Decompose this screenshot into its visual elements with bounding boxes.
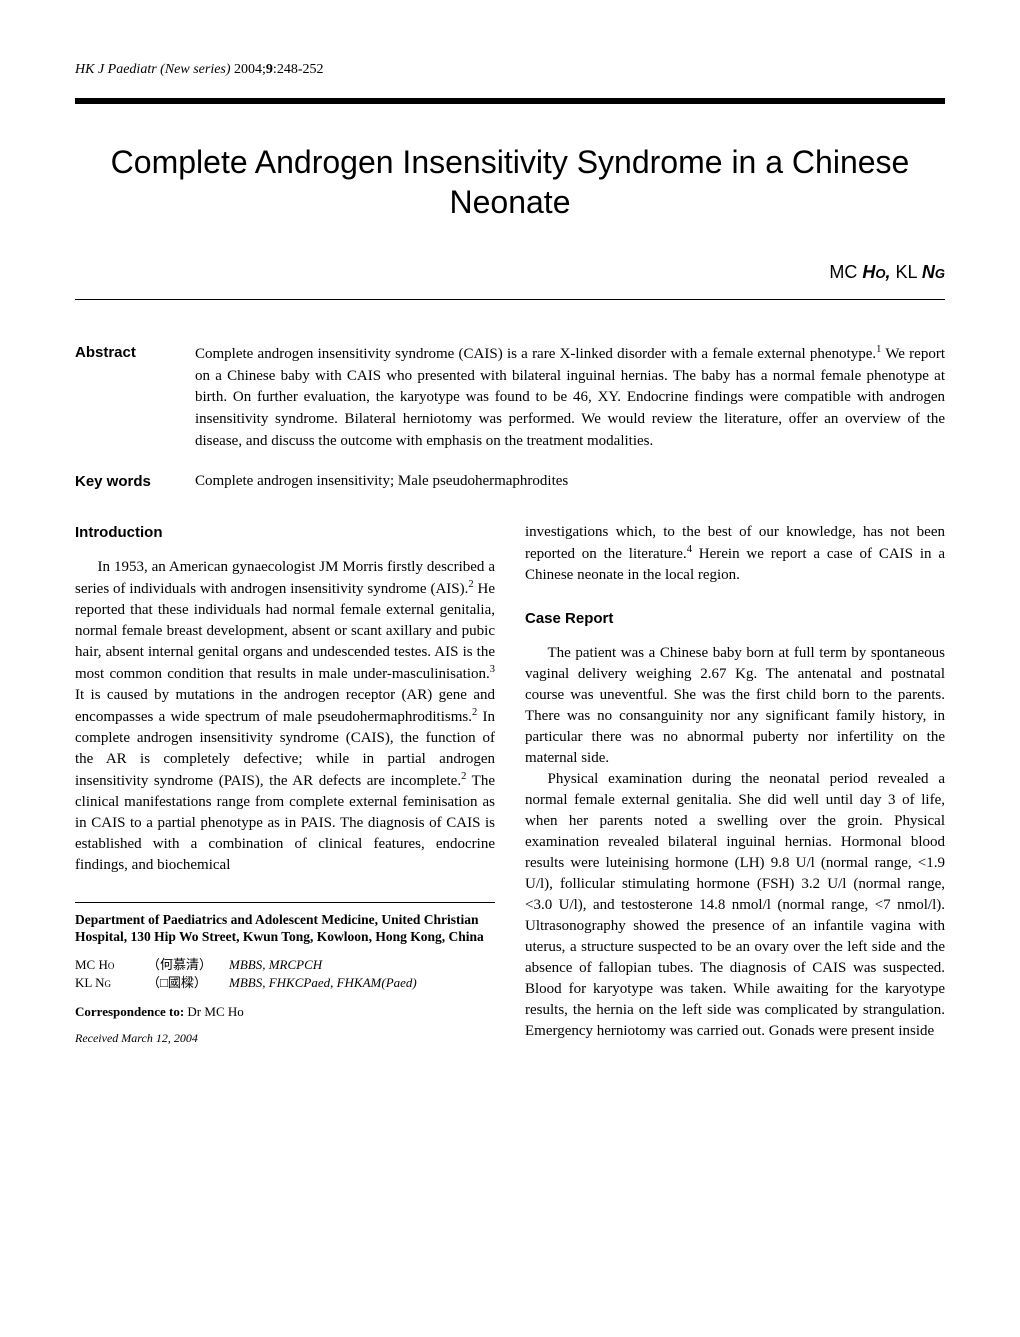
credential-row-1: MC Ho（何慕清）MBBS, MRCPCH: [75, 956, 495, 975]
cred-1-deg: MBBS, MRCPCH: [229, 957, 322, 972]
citation-year: 2004: [234, 62, 262, 77]
credential-row-2: KL Ng（□國樑）MBBS, FHKCPaed, FHKAM(Paed): [75, 974, 495, 993]
cred-1-cjk: （何慕清）: [147, 956, 229, 975]
keywords-section: Key words Complete androgen insensitivit…: [75, 471, 945, 492]
affiliation-text: Department of Paediatrics and Adolescent…: [75, 911, 495, 946]
cred-2-deg: MBBS, FHKCPaed, FHKAM(Paed): [229, 975, 417, 990]
intro-p1a: In 1953, an American gynaecologist JM Mo…: [75, 559, 495, 597]
cred-2-cjk: （□國樑）: [147, 974, 229, 993]
citation-volume: 9: [266, 62, 273, 77]
right-column: investigations which, to the best of our…: [525, 522, 945, 1047]
cred-2-name: KL Ng: [75, 974, 147, 993]
col2-continuation: investigations which, to the best of our…: [525, 522, 945, 586]
abstract-text: Complete androgen insensitivity syndrome…: [195, 342, 945, 453]
abstract-label: Abstract: [75, 342, 195, 453]
author-list: MC Ho, KL Ng: [75, 260, 945, 285]
case-p2: Physical examination during the neonatal…: [525, 769, 945, 1042]
header-rule: [75, 98, 945, 104]
author-credentials: MC Ho（何慕清）MBBS, MRCPCH KL Ng（□國樑）MBBS, F…: [75, 956, 495, 994]
case-report-heading: Case Report: [525, 608, 945, 629]
intro-p1c: It is caused by mutations in the androge…: [75, 687, 495, 725]
correspondence: Correspondence to: Dr MC Ho: [75, 1003, 495, 1021]
article-title: Complete Androgen Insensitivity Syndrome…: [75, 142, 945, 222]
case-p1: The patient was a Chinese baby born at f…: [525, 643, 945, 769]
keywords-text: Complete androgen insensitivity; Male ps…: [195, 471, 568, 492]
abstract-text-1: Complete androgen insensitivity syndrome…: [195, 346, 876, 362]
citation-pages: 248-252: [277, 62, 324, 77]
ref-3: 3: [490, 664, 495, 675]
keywords-label: Key words: [75, 471, 195, 492]
introduction-heading: Introduction: [75, 522, 495, 543]
abstract-section: Abstract Complete androgen insensitivity…: [75, 342, 945, 453]
author-1-initials: MC: [829, 262, 862, 282]
body-columns: Introduction In 1953, an American gynaec…: [75, 522, 945, 1047]
journal-name: HK J Paediatr (New series): [75, 62, 231, 77]
affiliation-rule: [75, 902, 495, 903]
correspondence-to: Dr MC Ho: [187, 1004, 243, 1019]
intro-paragraph: In 1953, an American gynaecologist JM Mo…: [75, 557, 495, 876]
author-rule: [75, 299, 945, 300]
journal-citation: HK J Paediatr (New series) 2004;9:248-25…: [75, 60, 945, 80]
left-column: Introduction In 1953, an American gynaec…: [75, 522, 495, 1047]
author-2-initials: KL: [891, 262, 922, 282]
cred-1-name: MC Ho: [75, 956, 147, 975]
received-date: Received March 12, 2004: [75, 1030, 495, 1047]
author-2-surname: Ng: [922, 262, 945, 282]
correspondence-label: Correspondence to:: [75, 1004, 187, 1019]
author-1-surname: Ho,: [862, 262, 890, 282]
